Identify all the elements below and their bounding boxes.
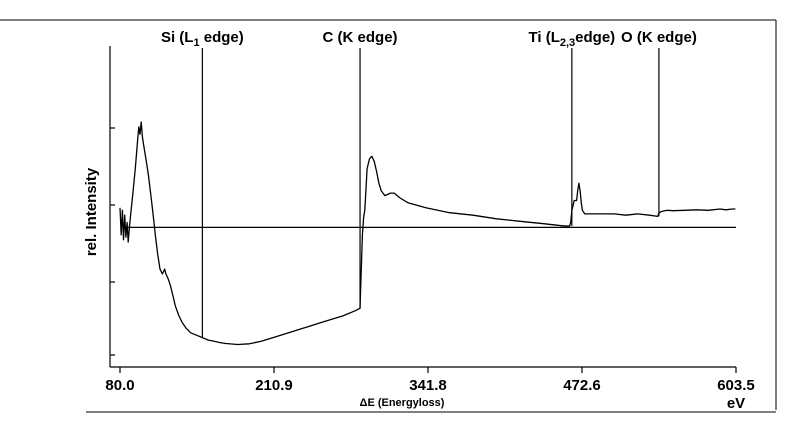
x-tick-label: 472.6 xyxy=(563,377,601,394)
edge-label: C (K edge) xyxy=(323,29,398,46)
x-tick-label: 603.5 xyxy=(717,377,755,394)
y-axis-label: rel. Intensity xyxy=(83,167,100,256)
edge-markers: Si (L1 edge) C (K edge) Ti (L2,3edge) O (K … xyxy=(161,29,697,338)
edge-label: O (K edge) xyxy=(621,29,697,46)
y-ticks xyxy=(110,127,115,356)
edge-label: Ti (L2,3edge) xyxy=(528,29,615,49)
x-tick-label: 210.9 xyxy=(255,377,293,394)
spectrum-series-line xyxy=(119,121,736,346)
x-tick-label: 341.8 xyxy=(409,377,447,394)
x-ticks: 80.0 210.9 341.8 472.6 603.5 xyxy=(105,367,755,394)
x-tick-label: 80.0 xyxy=(105,377,134,394)
edge-label: Si (L1 edge) xyxy=(161,29,244,49)
x-axis-label: ΔE (Energyloss) xyxy=(360,397,445,409)
x-unit-label: eV xyxy=(727,395,745,412)
